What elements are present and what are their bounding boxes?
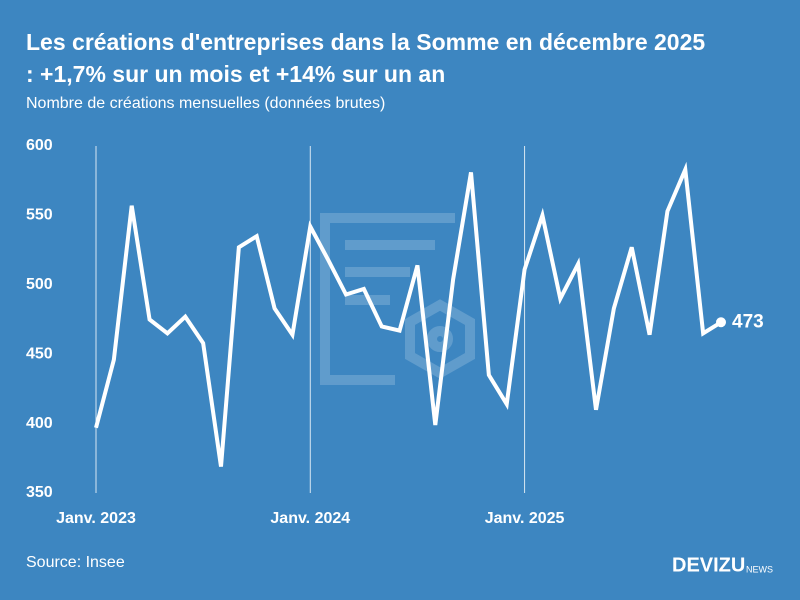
chart-title: Les créations d'entreprises dans la Somm… (26, 29, 705, 55)
y-tick-label: 500 (26, 276, 53, 293)
y-tick-label: 400 (26, 415, 53, 432)
end-point (716, 317, 726, 328)
y-tick-label: 350 (26, 484, 53, 501)
x-tick-label: Janv. 2024 (270, 510, 350, 527)
source: Source: Insee (26, 554, 125, 571)
watermark-logo (320, 213, 475, 385)
data-label: 473 (732, 311, 764, 332)
x-tick-label: Janv. 2023 (56, 510, 136, 527)
brand-suffix: NEWS (746, 564, 773, 574)
line (94, 161, 723, 467)
chart-subtitle: Nombre de créations mensuelles (données … (26, 95, 385, 112)
brand: DEVIZU (672, 554, 745, 576)
chart-title: : +1,7% sur un mois et +14% sur un an (26, 61, 445, 87)
y-tick-label: 550 (26, 207, 53, 224)
y-tick-label: 450 (26, 345, 53, 362)
y-tick-label: 600 (26, 137, 53, 154)
x-tick-label: Janv. 2025 (485, 510, 565, 527)
